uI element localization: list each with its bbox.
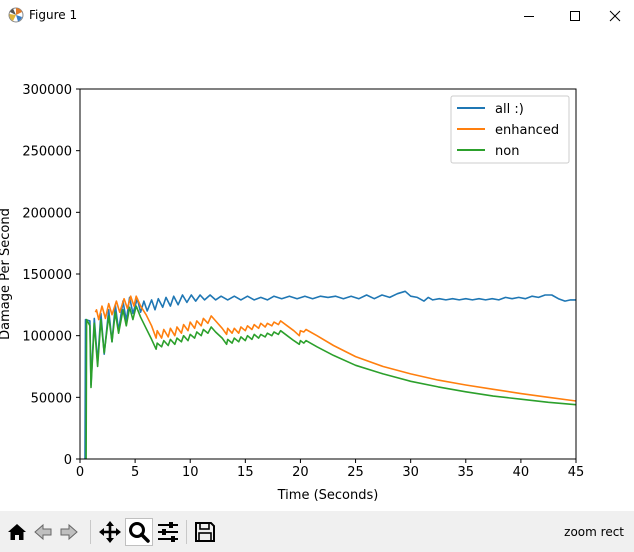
save-button[interactable] <box>192 519 218 545</box>
y-tick-label: 300000 <box>22 83 72 98</box>
y-axis-label: Damage Per Second <box>0 208 13 340</box>
maximize-button[interactable] <box>552 0 598 31</box>
legend-label-2: non <box>495 144 519 159</box>
y-tick-label: 50000 <box>31 391 72 406</box>
magnifier-icon <box>129 522 150 543</box>
x-tick-label: 25 <box>347 465 364 480</box>
x-tick-label: 5 <box>131 465 139 480</box>
home-icon <box>8 524 26 540</box>
forward-button[interactable] <box>56 519 82 545</box>
x-tick-label: 45 <box>568 465 585 480</box>
x-tick-label: 10 <box>182 465 199 480</box>
configure-subplots-button[interactable] <box>155 519 181 545</box>
pan-button[interactable] <box>97 519 123 545</box>
x-tick-label: 0 <box>76 465 84 480</box>
y-tick-label: 150000 <box>22 268 72 283</box>
series-line-2 <box>85 305 576 459</box>
home-button[interactable] <box>4 519 30 545</box>
figure-canvas[interactable]: 0 5 10 15 20 25 30 35 40 45 0 50000 100000 150000 2000… <box>0 31 634 511</box>
y-tick-label: 200000 <box>22 206 72 221</box>
window-titlebar: Figure 1 <box>0 0 634 31</box>
back-button[interactable] <box>30 519 56 545</box>
x-axis-label: Time (Seconds) <box>277 488 379 503</box>
close-icon <box>609 10 621 21</box>
legend-box <box>450 95 570 164</box>
x-tick-label: 15 <box>237 465 254 480</box>
floppy-disk-icon <box>195 522 215 542</box>
x-tick-label: 30 <box>402 465 419 480</box>
minimize-button[interactable] <box>506 0 552 31</box>
toolbar-separator <box>90 520 91 544</box>
sliders-icon <box>158 522 178 542</box>
window-title: Figure 1 <box>29 8 78 22</box>
x-tick-label: 35 <box>458 465 475 480</box>
legend-label-1: enhanced <box>495 123 559 138</box>
series-line-0 <box>84 290 576 459</box>
maximize-icon <box>570 10 580 21</box>
x-tick-label: 40 <box>513 465 530 480</box>
forward-arrow-icon <box>60 523 78 541</box>
y-tick-label: 100000 <box>22 330 72 345</box>
y-tick-label: 0 <box>64 453 72 468</box>
back-arrow-icon <box>34 523 52 541</box>
toolbar-separator <box>186 520 187 544</box>
plot-marks: 0 5 10 15 20 25 30 35 40 45 0 50000 100000 150000 2000… <box>22 83 584 480</box>
close-button[interactable] <box>596 0 634 31</box>
navigation-toolbar: zoom rect <box>0 511 634 552</box>
zoom-button[interactable] <box>125 518 153 546</box>
x-tick-label: 20 <box>292 465 309 480</box>
series-line-1 <box>94 295 576 402</box>
move-arrows-icon <box>99 521 121 543</box>
y-tick-label: 250000 <box>22 145 72 160</box>
toolbar-status: zoom rect <box>564 525 624 539</box>
matplotlib-icon <box>7 6 25 24</box>
line-chart: 0 5 10 15 20 25 30 35 40 45 0 50000 100000 150000 2000… <box>0 83 584 503</box>
minimize-icon <box>524 15 534 17</box>
legend-label-0: all :) <box>495 102 524 117</box>
